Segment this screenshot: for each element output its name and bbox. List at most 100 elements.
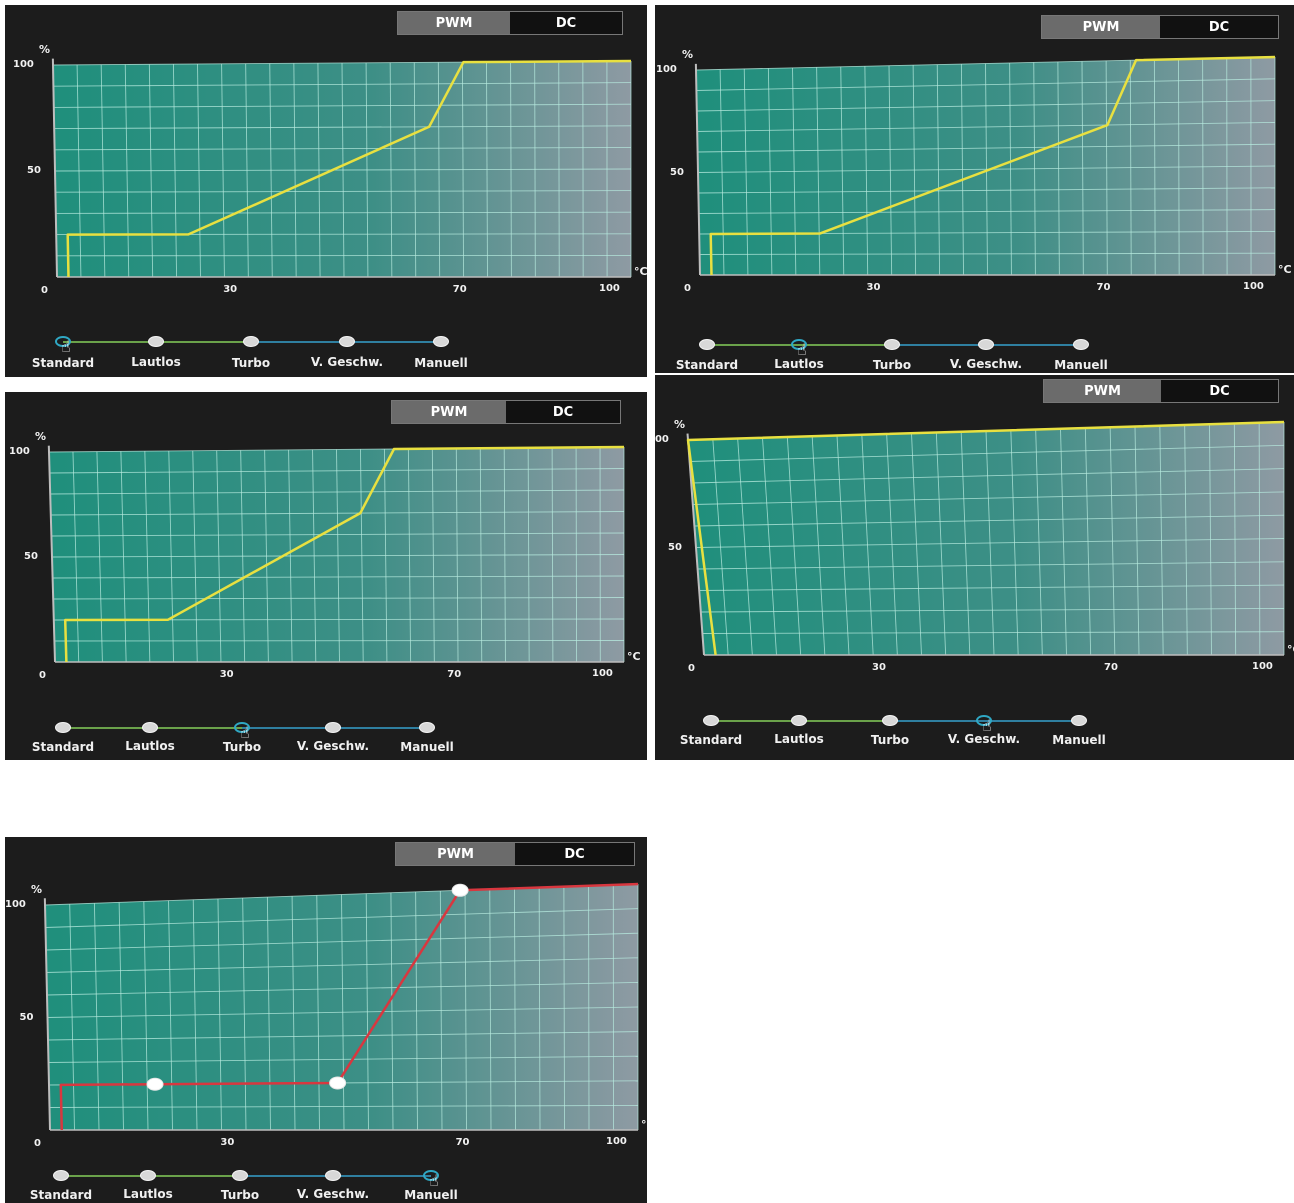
mode-label[interactable]: Turbo: [231, 356, 271, 370]
mode-label[interactable]: V. Geschw.: [949, 357, 1023, 371]
dc-option[interactable]: DC: [1160, 16, 1278, 38]
mode-option-turbo[interactable]: [243, 336, 259, 347]
mode-label[interactable]: Lautlos: [131, 355, 181, 369]
mode-option-turbo[interactable]: [882, 715, 898, 726]
grid-line: [47, 1031, 639, 1041]
grid-line: [52, 575, 625, 579]
mode-track: [799, 344, 892, 346]
mode-option-manuell[interactable]: [419, 722, 435, 733]
mode-option-v-geschw[interactable]: [339, 336, 355, 347]
mode-track: [707, 344, 799, 346]
x-tick-70: 70: [452, 284, 467, 295]
mode-label[interactable]: Turbo: [870, 733, 910, 747]
mode-option-lautlos[interactable]: [148, 336, 164, 347]
mode-track: [890, 720, 984, 722]
grid-line: [699, 584, 1285, 591]
mode-option-manuell[interactable]: [423, 1170, 439, 1181]
mode-option-lautlos[interactable]: [142, 722, 158, 733]
curve-control-point[interactable]: [146, 1077, 164, 1091]
mode-option-standard[interactable]: [55, 336, 71, 347]
mode-option-manuell[interactable]: [1073, 339, 1089, 350]
pwm-option[interactable]: PWM: [1042, 16, 1160, 38]
mode-track: [986, 344, 1081, 346]
pwm-option[interactable]: PWM: [392, 401, 506, 423]
pwm-dc-toggle[interactable]: PWM DC: [397, 11, 623, 35]
mode-label[interactable]: Lautlos: [774, 732, 824, 746]
mode-label[interactable]: Turbo: [220, 1188, 260, 1202]
curve-control-point[interactable]: [329, 1076, 347, 1090]
pwm-dc-toggle[interactable]: PWM DC: [1043, 379, 1279, 403]
mode-option-v-geschw[interactable]: [325, 722, 341, 733]
mode-option-v-geschw[interactable]: [976, 715, 992, 726]
grid-line: [46, 957, 639, 973]
pwm-dc-toggle[interactable]: PWM DC: [1041, 15, 1279, 39]
pwm-option[interactable]: PWM: [1044, 380, 1161, 402]
y-axis: [51, 58, 58, 278]
pwm-dc-toggle[interactable]: PWM DC: [391, 400, 621, 424]
mode-option-standard[interactable]: [699, 339, 715, 350]
mode-label[interactable]: V. Geschw.: [947, 732, 1021, 746]
mode-label[interactable]: Standard: [29, 1188, 93, 1202]
mode-track: [984, 720, 1079, 722]
curve-control-point[interactable]: [451, 883, 469, 897]
grid-line: [54, 168, 632, 172]
mode-option-standard[interactable]: [53, 1170, 69, 1181]
mode-label[interactable]: Manuell: [400, 740, 454, 754]
grid-line: [694, 514, 1285, 527]
pwm-option[interactable]: PWM: [396, 843, 515, 865]
dc-option[interactable]: DC: [510, 12, 622, 34]
mode-track: [156, 341, 251, 343]
mode-option-v-geschw[interactable]: [978, 339, 994, 350]
pwm-option[interactable]: PWM: [398, 12, 510, 34]
mode-option-turbo[interactable]: [232, 1170, 248, 1181]
fan-curve-line: [66, 59, 632, 278]
mode-track: [333, 1175, 431, 1177]
grid-line: [49, 1104, 639, 1108]
mode-track: [333, 727, 427, 729]
grid-line: [689, 444, 1285, 462]
mode-label[interactable]: V. Geschw.: [296, 739, 370, 753]
mode-option-standard[interactable]: [703, 715, 719, 726]
mode-option-lautlos[interactable]: [791, 339, 807, 350]
mode-label[interactable]: Standard: [31, 356, 95, 370]
mode-label[interactable]: Standard: [675, 358, 739, 372]
x-tick-30: 30: [866, 282, 881, 293]
mode-option-turbo[interactable]: [884, 339, 900, 350]
mode-label[interactable]: Turbo: [222, 740, 262, 754]
mode-label[interactable]: V. Geschw.: [296, 1187, 370, 1201]
x-tick-30: 30: [220, 1137, 235, 1148]
x-tick-70: 70: [455, 1137, 470, 1148]
mode-option-manuell[interactable]: [433, 336, 449, 347]
grid-line: [53, 103, 632, 108]
mode-track: [251, 341, 347, 343]
dc-option[interactable]: DC: [1161, 380, 1278, 402]
mode-option-standard[interactable]: [55, 722, 71, 733]
mode-label[interactable]: Lautlos: [123, 1187, 173, 1201]
y-tick-50: 50: [670, 166, 684, 178]
mode-label[interactable]: V. Geschw.: [310, 355, 384, 369]
mode-label[interactable]: Manuell: [404, 1188, 458, 1202]
hand-cursor-icon: ☝: [240, 723, 250, 742]
grid-line: [45, 932, 639, 951]
mode-label[interactable]: Standard: [31, 740, 95, 754]
mode-option-turbo[interactable]: [234, 722, 250, 733]
mode-option-lautlos[interactable]: [791, 715, 807, 726]
x-tick-0: 0: [34, 1138, 41, 1149]
mode-option-lautlos[interactable]: [140, 1170, 156, 1181]
mode-label[interactable]: Manuell: [414, 356, 468, 370]
mode-label[interactable]: Lautlos: [774, 357, 824, 371]
mode-label[interactable]: Manuell: [1054, 358, 1108, 372]
mode-option-v-geschw[interactable]: [325, 1170, 341, 1181]
dc-option[interactable]: DC: [515, 843, 634, 865]
mode-label[interactable]: Lautlos: [125, 739, 175, 753]
dc-option[interactable]: DC: [506, 401, 620, 423]
mode-label[interactable]: Turbo: [872, 358, 912, 372]
mode-track: [63, 727, 150, 729]
mode-option-manuell[interactable]: [1071, 715, 1087, 726]
fan-curve-chart[interactable]: [5, 837, 647, 1203]
x-tick-0: 0: [39, 670, 46, 681]
pwm-dc-toggle[interactable]: PWM DC: [395, 842, 635, 866]
mode-label[interactable]: Manuell: [1052, 733, 1106, 747]
mode-label[interactable]: Standard: [679, 733, 743, 747]
